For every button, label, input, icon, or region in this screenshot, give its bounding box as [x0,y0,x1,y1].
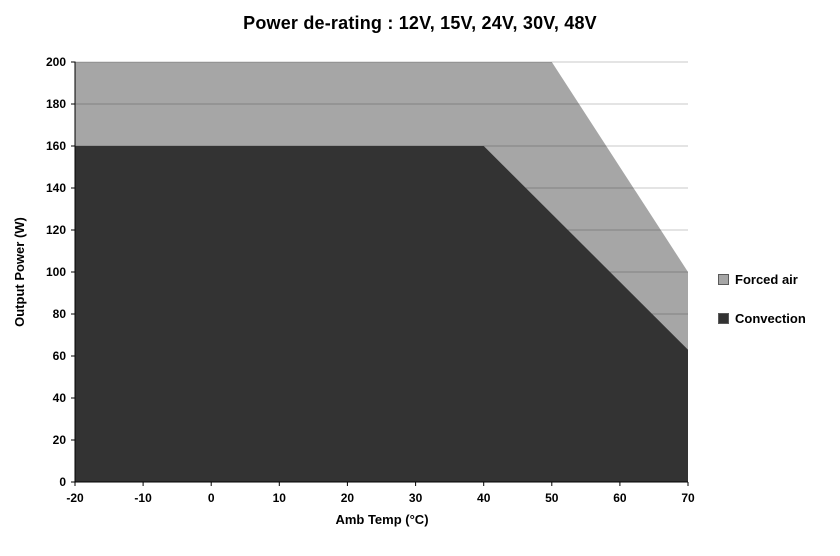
x-tick-label: 40 [477,491,491,505]
x-tick-label: 10 [273,491,287,505]
x-tick-label: 60 [613,491,627,505]
x-tick-label: 30 [409,491,423,505]
x-tick-label: 20 [341,491,355,505]
x-tick-label: 50 [545,491,559,505]
y-tick-label: 120 [46,223,66,237]
y-tick-label: 160 [46,139,66,153]
x-tick-label: 0 [208,491,215,505]
y-tick-label: 80 [53,307,67,321]
chart-title: Power de-rating : 12V, 15V, 24V, 30V, 48… [243,13,597,33]
series-area-convection [75,146,688,482]
legend: Forced air Convection [718,272,806,326]
legend-item: Forced air [718,272,806,287]
y-tick-label: 60 [53,349,67,363]
legend-label: Convection [735,311,806,326]
y-tick-label: 20 [53,433,67,447]
y-tick-label: 140 [46,181,66,195]
x-tick-label: -10 [134,491,152,505]
y-tick-label: 200 [46,55,66,69]
x-tick-label: -20 [66,491,84,505]
y-axis-title: Output Power (W) [12,217,27,327]
y-tick-label: 40 [53,391,67,405]
legend-swatch [718,274,729,285]
x-axis-title: Amb Temp (°C) [335,512,429,527]
legend-swatch [718,313,729,324]
y-tick-label: 100 [46,265,66,279]
y-tick-label: 180 [46,97,66,111]
x-tick-label: 70 [681,491,695,505]
legend-label: Forced air [735,272,798,287]
y-tick-label: 0 [59,475,66,489]
legend-item: Convection [718,311,806,326]
